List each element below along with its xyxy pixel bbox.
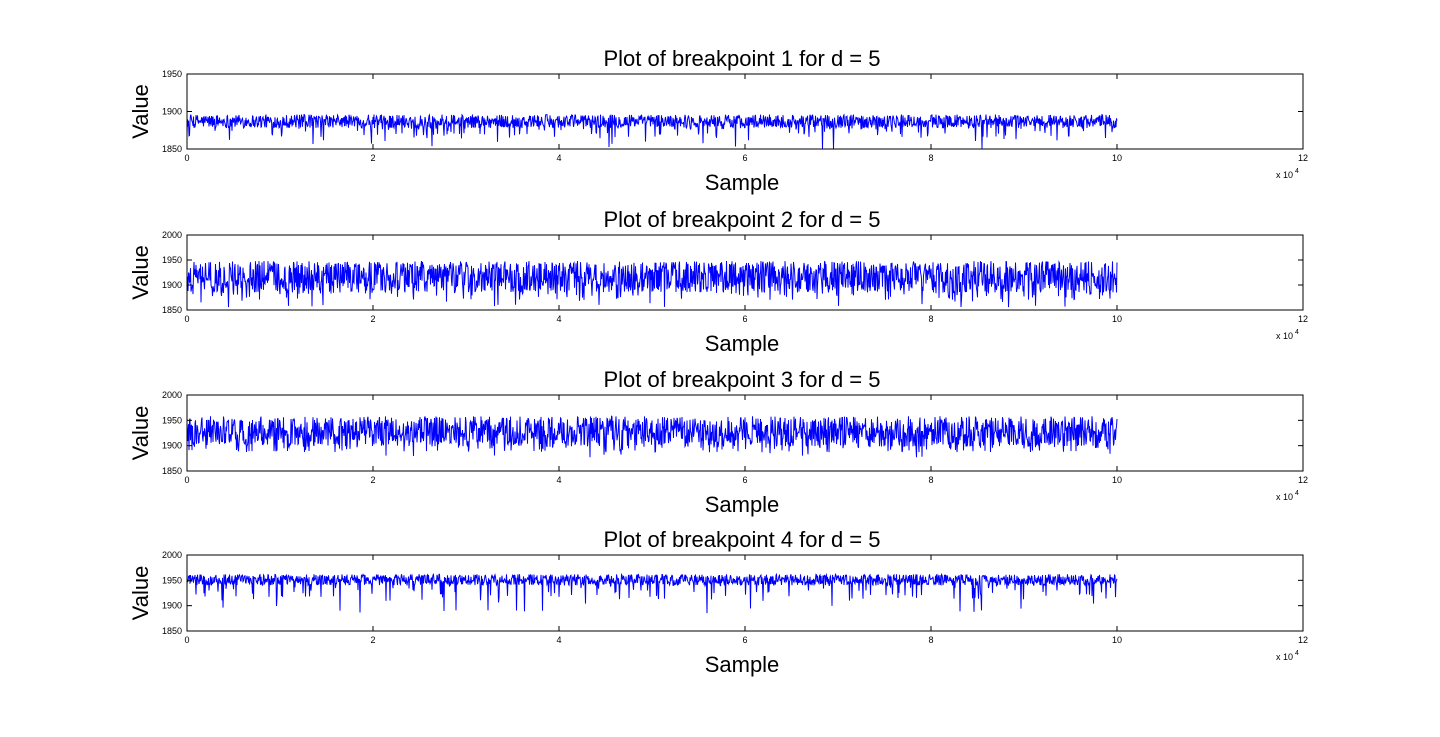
x-axis-label: Sample: [705, 331, 780, 356]
x-axis-label: Sample: [705, 652, 780, 677]
y-tick-label: 2000: [162, 550, 182, 560]
x-tick-label: 10: [1112, 475, 1122, 485]
y-tick-label: 1850: [162, 626, 182, 636]
x-tick-label: 2: [370, 153, 375, 163]
x-multiplier-exponent: 4: [1295, 329, 1299, 336]
chart-title: Plot of breakpoint 1 for d = 5: [603, 46, 880, 71]
y-axis-label: Value: [128, 84, 153, 139]
chart-title: Plot of breakpoint 2 for d = 5: [603, 207, 880, 232]
y-tick-label: 1900: [162, 601, 182, 611]
x-multiplier-base: x 10: [1276, 492, 1293, 502]
x-tick-label: 4: [556, 475, 561, 485]
x-tick-label: 2: [370, 635, 375, 645]
x-tick-label: 0: [184, 153, 189, 163]
y-axis-label: Value: [128, 406, 153, 461]
y-tick-label: 1900: [162, 280, 182, 290]
x-tick-label: 0: [184, 314, 189, 324]
series-line: [187, 572, 1118, 614]
x-tick-label: 2: [370, 314, 375, 324]
x-tick-label: 6: [742, 635, 747, 645]
x-tick-label: 4: [556, 635, 561, 645]
y-tick-label: 1900: [162, 107, 182, 117]
x-multiplier: x 10 4: [1276, 650, 1299, 662]
x-tick-label: 6: [742, 314, 747, 324]
chart-title: Plot of breakpoint 4 for d = 5: [603, 527, 880, 552]
x-tick-label: 6: [742, 153, 747, 163]
x-tick-label: 8: [928, 475, 933, 485]
x-tick-label: 12: [1298, 153, 1308, 163]
x-multiplier-base: x 10: [1276, 331, 1293, 341]
x-multiplier-exponent: 4: [1295, 168, 1299, 175]
series-line: [187, 415, 1118, 458]
x-tick-label: 2: [370, 475, 375, 485]
x-tick-label: 4: [556, 153, 561, 163]
x-tick-label: 8: [928, 314, 933, 324]
y-tick-label: 1900: [162, 441, 182, 451]
y-axis-label: Value: [128, 245, 153, 300]
y-tick-label: 1950: [162, 69, 182, 79]
series-line: [187, 260, 1118, 308]
x-multiplier-exponent: 4: [1295, 490, 1299, 497]
y-tick-label: 1950: [162, 255, 182, 265]
y-tick-label: 1850: [162, 466, 182, 476]
series-line: [187, 113, 1118, 149]
y-tick-label: 1950: [162, 415, 182, 425]
x-multiplier-base: x 10: [1276, 652, 1293, 662]
x-tick-label: 12: [1298, 314, 1308, 324]
x-tick-label: 10: [1112, 635, 1122, 645]
x-multiplier: x 10 4: [1276, 168, 1299, 180]
x-tick-label: 10: [1112, 314, 1122, 324]
x-tick-label: 8: [928, 153, 933, 163]
x-tick-label: 0: [184, 635, 189, 645]
x-axis-label: Sample: [705, 492, 780, 517]
chart-title: Plot of breakpoint 3 for d = 5: [603, 367, 880, 392]
x-axis-label: Sample: [705, 170, 780, 195]
x-tick-label: 10: [1112, 153, 1122, 163]
x-multiplier-exponent: 4: [1295, 650, 1299, 657]
y-axis-label: Value: [128, 566, 153, 621]
x-tick-label: 4: [556, 314, 561, 324]
x-tick-label: 12: [1298, 635, 1308, 645]
x-multiplier: x 10 4: [1276, 329, 1299, 341]
x-multiplier: x 10 4: [1276, 490, 1299, 502]
y-tick-label: 1850: [162, 144, 182, 154]
x-tick-label: 12: [1298, 475, 1308, 485]
x-tick-label: 6: [742, 475, 747, 485]
y-tick-label: 2000: [162, 390, 182, 400]
y-tick-label: 2000: [162, 230, 182, 240]
y-tick-label: 1950: [162, 575, 182, 585]
axes-box: [186, 73, 1304, 150]
x-multiplier-base: x 10: [1276, 170, 1293, 180]
y-tick-label: 1850: [162, 305, 182, 315]
x-tick-label: 0: [184, 475, 189, 485]
x-tick-label: 8: [928, 635, 933, 645]
